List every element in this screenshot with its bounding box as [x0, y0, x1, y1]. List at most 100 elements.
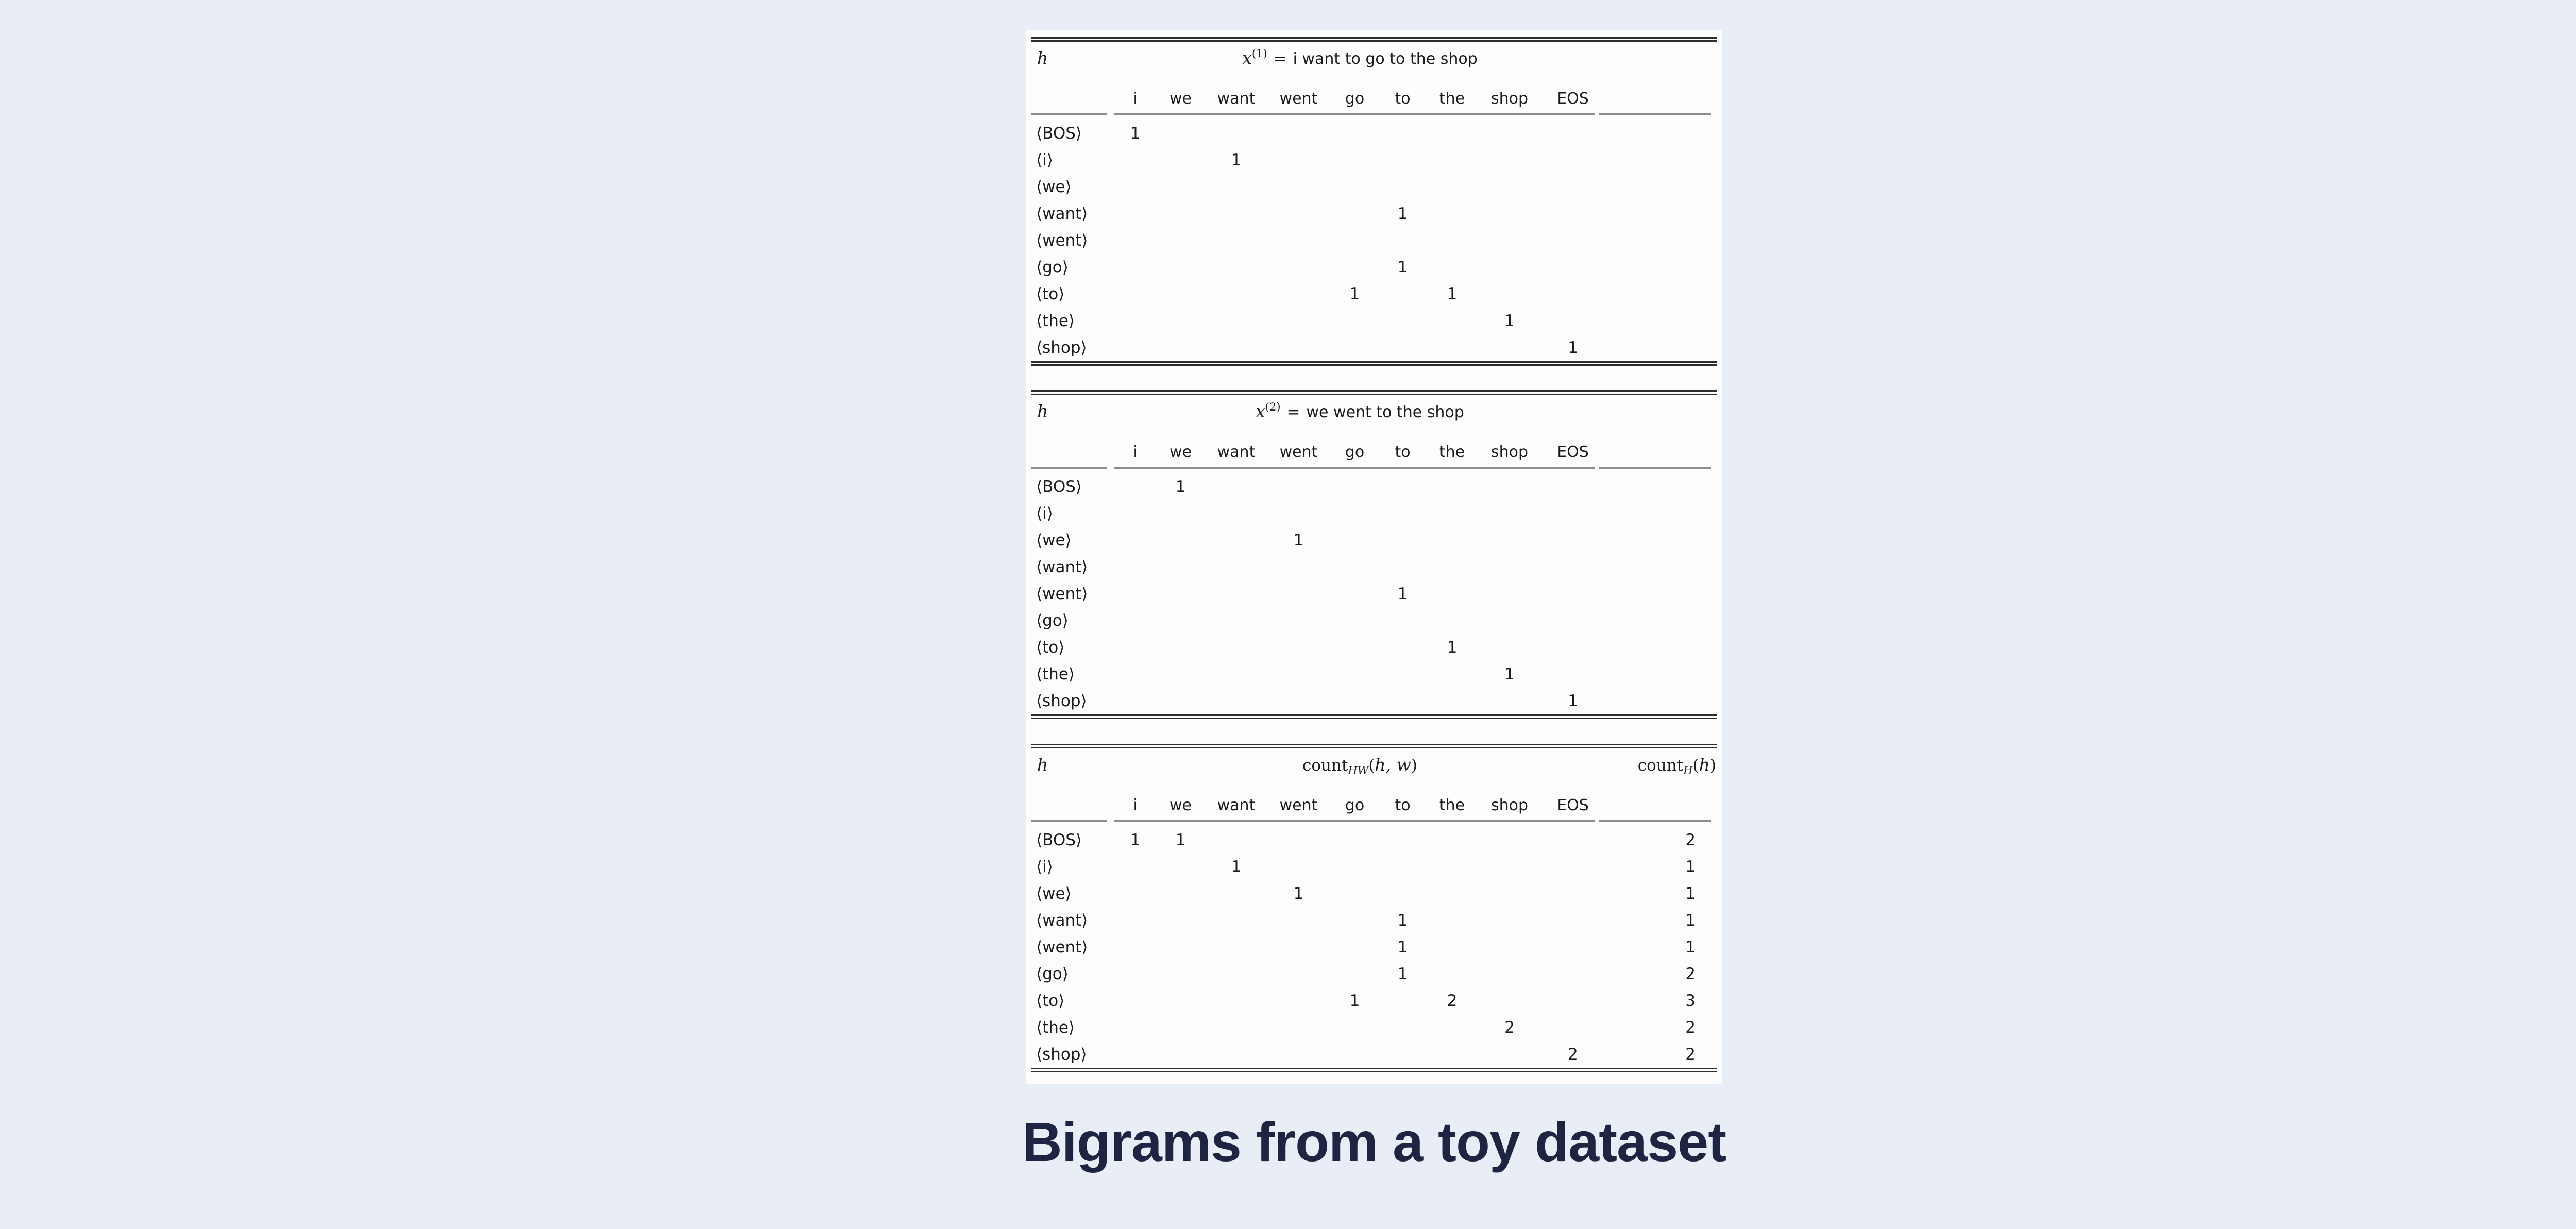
count-args: h, w — [1375, 755, 1411, 775]
count-cell-the: 1 — [1447, 638, 1458, 657]
col-header-i: i — [1133, 796, 1138, 814]
col-header-we: we — [1170, 90, 1192, 108]
table-row: ⟨BOS⟩ 1 1 2 — [1031, 827, 1717, 854]
table-header-row: h countHW(h, w) countH(h) — [1031, 748, 1717, 783]
figure-panel: h x(1) = i want to go to the shop i we want w… — [1026, 30, 1722, 1084]
row-total: 2 — [1685, 965, 1696, 983]
bigram-table-sentence-2: h x(2) = we went to the shop i we want went go… — [1031, 390, 1717, 719]
math-superscript: (2) — [1265, 401, 1281, 413]
midrule-right-segment — [1599, 113, 1711, 115]
table-row: ⟨shop⟩ 1 — [1031, 334, 1717, 361]
midrule-left-segment — [1031, 467, 1107, 469]
col-header-go: go — [1345, 90, 1365, 108]
row-label: ⟨go⟩ — [1036, 258, 1069, 277]
row-label: ⟨to⟩ — [1036, 638, 1065, 657]
table-row: ⟨i⟩ — [1031, 500, 1717, 527]
midrule-right-segment — [1599, 820, 1711, 822]
table-body: ⟨BOS⟩ 1 1 2 ⟨i⟩ 1 1 ⟨we⟩ 1 1 ⟨want⟩ 1 1 ⟨went⟩ 1 1 ⟨go⟩ 1… — [1031, 827, 1717, 1068]
table-row: ⟨shop⟩ 2 2 — [1031, 1041, 1717, 1068]
close-paren: ) — [1709, 756, 1716, 775]
table-row: ⟨go⟩ — [1031, 607, 1717, 634]
table-row: ⟨went⟩ 1 — [1031, 581, 1717, 607]
row-label: ⟨we⟩ — [1036, 884, 1072, 903]
bottom-rule — [1031, 714, 1717, 719]
count-cell-the: 2 — [1447, 992, 1458, 1010]
count-cell-went: 1 — [1293, 884, 1304, 903]
history-column-label: h — [1037, 755, 1048, 775]
col-header-go: go — [1345, 443, 1365, 461]
col-header-to: to — [1395, 443, 1411, 461]
math-var: x — [1256, 401, 1265, 421]
table-body: ⟨BOS⟩ 1 ⟨i⟩ 1 ⟨we⟩ ⟨want⟩ 1 ⟨went⟩ ⟨go⟩ 1 ⟨to⟩ 1 1 ⟨t… — [1031, 120, 1717, 361]
col-header-we: we — [1170, 796, 1192, 814]
row-label: ⟨go⟩ — [1036, 965, 1069, 983]
history-column-label: h — [1037, 401, 1048, 421]
count-subscript: H — [1683, 764, 1693, 777]
count-cell-we: 1 — [1175, 477, 1186, 496]
table-row: ⟨BOS⟩ 1 — [1031, 473, 1717, 500]
table-title: x(2) = we went to the shop — [1114, 401, 1605, 421]
col-header-eos: EOS — [1557, 796, 1589, 814]
count-function: count — [1637, 756, 1684, 775]
count-cell-i: 1 — [1130, 124, 1141, 143]
row-total: 3 — [1685, 992, 1696, 1010]
column-headers-row: i we want went go to the shop EOS — [1031, 783, 1717, 820]
table-header-row: h x(2) = we went to the shop — [1031, 395, 1717, 430]
col-header-shop: shop — [1490, 796, 1529, 814]
row-label: ⟨went⟩ — [1036, 585, 1088, 603]
col-header-shop: shop — [1490, 443, 1529, 461]
bottom-rule — [1031, 361, 1717, 366]
count-cell-shop: 2 — [1504, 1018, 1515, 1037]
midrule-main-segment — [1114, 467, 1595, 469]
col-header-to: to — [1395, 90, 1411, 108]
equals-sign: = — [1273, 49, 1287, 68]
row-label: ⟨the⟩ — [1036, 1018, 1075, 1037]
row-total: 1 — [1685, 911, 1696, 930]
table-row: ⟨go⟩ 1 2 — [1031, 961, 1717, 987]
count-args: h — [1699, 755, 1710, 775]
figure-caption: Bigrams from a toy dataset — [1022, 1111, 1726, 1173]
bigram-table-sentence-1: h x(1) = i want to go to the shop i we want w… — [1031, 37, 1717, 366]
bottom-rule — [1031, 1068, 1717, 1072]
table-row: ⟨to⟩ 1 1 — [1031, 281, 1717, 308]
count-subscript: HW — [1348, 764, 1369, 777]
mid-rule — [1031, 466, 1717, 469]
row-label: ⟨the⟩ — [1036, 312, 1075, 330]
math-superscript: (1) — [1251, 47, 1267, 60]
count-cell-to: 1 — [1397, 965, 1408, 983]
count-cell-want: 1 — [1231, 858, 1242, 876]
row-label: ⟨i⟩ — [1036, 151, 1053, 169]
table-row: ⟨i⟩ 1 1 — [1031, 854, 1717, 880]
count-cell-to: 1 — [1397, 204, 1408, 223]
row-label: ⟨we⟩ — [1036, 178, 1072, 196]
column-headers-row: i we want went go to the shop EOS — [1031, 77, 1717, 113]
top-rule — [1031, 744, 1717, 748]
count-cell-shop: 1 — [1504, 312, 1515, 330]
col-header-i: i — [1133, 443, 1138, 461]
row-label: ⟨to⟩ — [1036, 285, 1065, 303]
count-cell-to: 1 — [1397, 258, 1408, 277]
table-row: ⟨the⟩ 2 2 — [1031, 1014, 1717, 1041]
row-total: 2 — [1685, 1018, 1696, 1037]
col-header-went: went — [1279, 796, 1318, 814]
row-label: ⟨BOS⟩ — [1036, 124, 1082, 143]
count-cell-eos: 1 — [1568, 338, 1578, 357]
col-header-i: i — [1133, 90, 1138, 108]
open-paren: ( — [1692, 756, 1699, 775]
open-paren: ( — [1368, 756, 1375, 775]
row-label: ⟨go⟩ — [1036, 611, 1069, 630]
math-var: x — [1242, 48, 1252, 68]
mid-rule — [1031, 113, 1717, 116]
table-header-row: h x(1) = i want to go to the shop — [1031, 42, 1717, 77]
count-cell-to: 1 — [1397, 938, 1408, 957]
column-headers-row: i we want went go to the shop EOS — [1031, 430, 1717, 466]
count-cell-to: 1 — [1397, 585, 1408, 603]
history-column-label: h — [1037, 48, 1048, 68]
col-header-go: go — [1345, 796, 1365, 814]
row-total: 1 — [1685, 938, 1696, 957]
sentence-text: i want to go to the shop — [1293, 50, 1478, 68]
row-label: ⟨i⟩ — [1036, 858, 1053, 876]
midrule-left-segment — [1031, 820, 1107, 822]
table-body: ⟨BOS⟩ 1 ⟨i⟩ ⟨we⟩ 1 ⟨want⟩ ⟨went⟩ 1 ⟨go⟩ ⟨to⟩ 1 ⟨the… — [1031, 473, 1717, 714]
count-cell-i: 1 — [1130, 831, 1141, 849]
